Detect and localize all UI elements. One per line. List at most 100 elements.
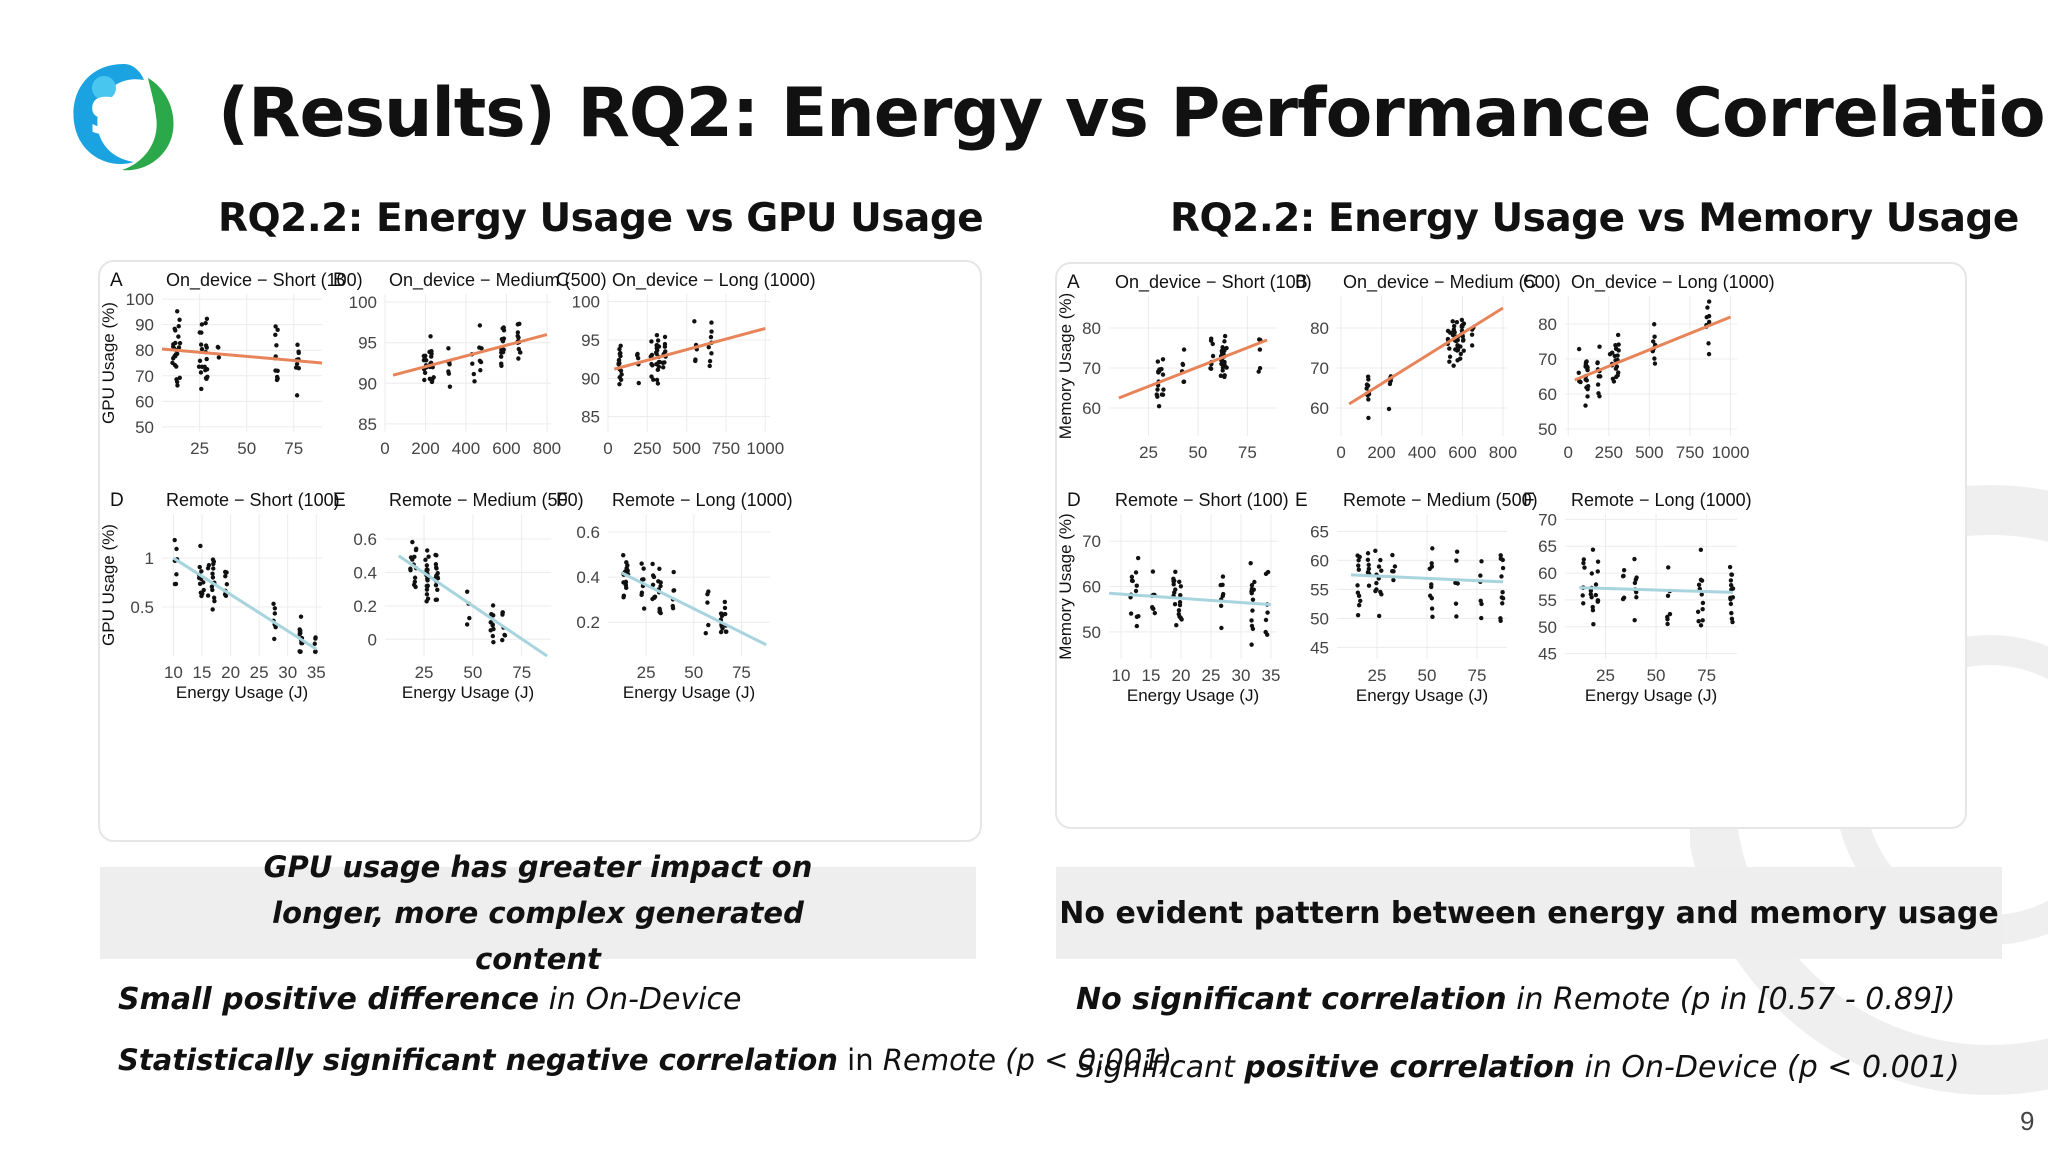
data-point [433,562,439,567]
y-tick-label: 95 [358,334,377,353]
data-point [422,370,428,375]
y-tick-label: 70 [1082,532,1101,551]
scatter-panel-memory-e: E Remote − Medium (500) 25 50 75 45 50 55 60 65 En… [1295,490,1538,705]
data-point [224,570,229,575]
data-point [176,345,182,350]
y-tick-label: 45 [1538,645,1557,664]
data-point [516,346,522,352]
data-point [1249,582,1255,588]
panel-title: Remote − Long (1000) [1571,490,1752,510]
data-point [211,595,217,600]
data-point [706,589,711,594]
data-point [1589,594,1594,600]
x-tick-label: 50 [1188,443,1207,462]
data-point [654,333,660,338]
memory-scatter-grid: A On_device − Short (100) 25 50 75 60 70 80 Memo… [1057,272,1775,705]
data-point [1616,370,1621,375]
scatter-panel-gpu-d: D Remote − Short (100) 10 15 20 25 30 35 0.5 1 GPU… [100,490,340,702]
x-tick-label: 20 [221,663,240,682]
data-point [1615,353,1620,358]
data-point [1151,606,1156,611]
x-tick-label: 0 [603,439,612,458]
data-point [1665,593,1671,599]
y-tick-label: 60 [1310,551,1329,570]
data-point [1263,617,1269,623]
y-tick-label: 95 [581,331,600,350]
data-point [1181,347,1187,352]
y-tick-label: 45 [1310,638,1329,657]
data-point [1728,601,1734,607]
data-point [211,559,217,564]
data-point [663,349,668,354]
data-point [624,560,629,565]
data-point [1652,356,1657,361]
y-tick-label: 70 [1310,359,1329,378]
panel-letter: F [556,490,568,511]
data-point [1665,621,1670,627]
data-point [706,345,711,350]
data-point [1176,611,1181,617]
data-point [623,582,629,588]
x-tick-label: 30 [1232,666,1251,685]
x-tick-label: 25 [1202,666,1221,685]
data-point [656,579,661,584]
data-point [718,629,724,635]
data-point [1256,369,1261,374]
x-tick-label: 75 [1238,443,1257,462]
data-point [293,365,299,370]
data-point [1155,359,1161,364]
y-tick-label: 0.2 [353,597,377,616]
data-point [1366,397,1371,402]
gpu-callout-text: GPU usage has greater impact on longer, … [263,850,813,976]
memory-finding-2-pre: Significant [1076,1050,1245,1085]
data-point [1219,625,1224,631]
data-point [618,377,624,382]
data-point [498,361,504,366]
data-point [1498,616,1503,621]
x-tick-label: 0 [380,439,389,458]
data-point [619,372,624,377]
x-tick-label: 50 [463,663,482,682]
data-point [1263,571,1269,577]
regression-line [392,333,548,377]
data-point [655,381,661,386]
regression-line [1579,586,1734,594]
data-point [1224,365,1229,370]
data-point [467,615,472,621]
x-tick-label: 50 [1647,666,1666,685]
data-point [223,573,228,579]
data-point [621,593,627,598]
panel-letter: C [556,270,570,291]
data-point [204,316,210,321]
data-point [516,356,521,361]
data-point [206,562,212,568]
data-point [1461,321,1467,326]
scatter-panel-gpu-c: C On_device − Long (1000) 0 250 500 750 1000 85… [556,270,816,458]
data-point [1447,354,1453,359]
data-point [1366,583,1372,588]
x-axis-label: Energy Usage (J) [1585,686,1717,705]
data-point [1580,593,1585,598]
data-point [490,633,496,639]
data-point [515,330,521,335]
panel-letter: E [333,490,346,511]
data-point [1632,617,1637,623]
x-tick-label: 600 [492,439,520,458]
y-tick-label: 100 [349,293,377,312]
data-point [215,344,221,350]
data-point [470,361,475,366]
data-point [423,557,428,563]
y-tick-label: 50 [135,418,154,437]
data-point [657,359,662,365]
data-point [210,575,216,580]
data-point [1252,579,1257,585]
data-point [198,370,204,375]
data-point [1667,611,1673,617]
data-point [210,571,215,576]
data-point [294,361,300,367]
data-point [650,363,655,368]
data-point [1130,578,1135,584]
data-point [616,362,621,367]
regression-line [613,327,766,371]
y-tick-label: 0.4 [576,568,600,587]
